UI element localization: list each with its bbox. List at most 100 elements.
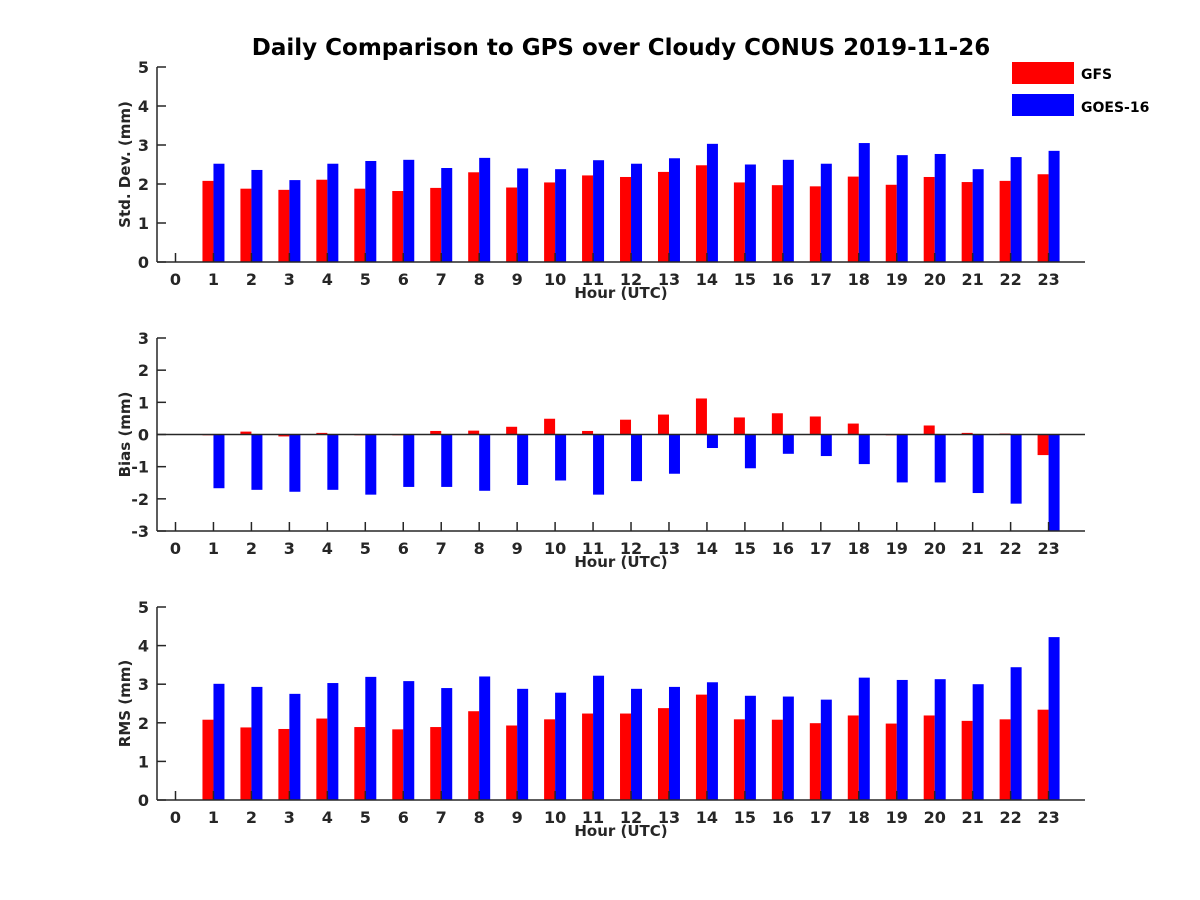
rms-bar-goes16-h5	[365, 676, 377, 800]
bias-ylabel: Bias (mm)	[116, 392, 134, 478]
rms-bar-gfs-h15	[733, 719, 745, 800]
bias-bar-goes16-h6	[403, 434, 415, 487]
rms-bar-gfs-h8	[468, 711, 480, 800]
rms-ytick-label: 0	[138, 791, 149, 810]
rms-bar-gfs-h21	[961, 720, 973, 800]
rms-bar-gfs-h19	[885, 723, 897, 800]
bias-ytick-label: 3	[138, 329, 149, 348]
bias-bar-gfs-h17	[809, 416, 821, 435]
std-dev-ytick-label: 4	[138, 97, 149, 116]
rms-bar-goes16-h7	[441, 688, 453, 800]
rms-bar-gfs-h12	[620, 713, 632, 800]
std-dev-bar-goes16-h19	[896, 155, 908, 262]
rms-bar-gfs-h20	[923, 715, 935, 800]
std-dev-bar-gfs-h12	[620, 176, 632, 262]
bias-xtick-label: 13	[658, 539, 680, 558]
rms-bar-gfs-h1	[202, 719, 214, 800]
std-dev-bar-gfs-h10	[544, 182, 556, 262]
rms-bar-gfs-h9	[506, 725, 518, 800]
bias-bar-goes16-h1	[213, 434, 225, 489]
rms-bar-goes16-h4	[327, 683, 339, 800]
bias-xtick-label: 7	[436, 539, 447, 558]
std-dev-xtick-label: 12	[620, 270, 642, 289]
rms-bar-goes16-h10	[555, 692, 567, 800]
std-dev-bar-gfs-h14	[695, 165, 707, 262]
rms-xtick-label: 12	[620, 808, 642, 827]
legend-swatch-goes16	[1012, 94, 1074, 116]
std-dev-xtick-label: 7	[436, 270, 447, 289]
rms-xtick-label: 20	[924, 808, 946, 827]
bias-xlabel: Hour (UTC)	[574, 553, 667, 571]
rms-ytick-label: 2	[138, 714, 149, 733]
rms-xtick-label: 5	[360, 808, 371, 827]
std-dev-bar-gfs-h9	[506, 187, 518, 262]
bias-xtick-label: 0	[170, 539, 181, 558]
std-dev-bar-gfs-h16	[771, 185, 783, 262]
std-dev-ytick-label: 2	[138, 175, 149, 194]
bias-xtick-label: 15	[734, 539, 756, 558]
rms-xtick-label: 4	[322, 808, 333, 827]
rms-xtick-label: 6	[398, 808, 409, 827]
std-dev-bar-gfs-h20	[923, 176, 935, 262]
rms-ytick-label: 5	[138, 598, 149, 617]
std-dev-bar-gfs-h19	[885, 184, 897, 262]
bias-bar-gfs-h8	[468, 430, 480, 435]
legend-swatch-gfs	[1012, 62, 1074, 84]
bias-bar-goes16-h10	[555, 434, 567, 481]
rms-bar-goes16-h16	[782, 696, 794, 800]
rms-xtick-label: 23	[1037, 808, 1059, 827]
rms-bar-gfs-h10	[544, 719, 556, 800]
bias-bar-gfs-h15	[733, 417, 745, 435]
rms-bar-goes16-h15	[744, 695, 756, 800]
rms-bar-gfs-h13	[657, 708, 669, 800]
bias-xtick-label: 12	[620, 539, 642, 558]
std-dev-xtick-label: 1	[208, 270, 219, 289]
bias-bar-goes16-h11	[593, 434, 605, 495]
std-dev-xtick-label: 6	[398, 270, 409, 289]
rms-bar-gfs-h3	[278, 728, 290, 800]
rms-bar-goes16-h18	[858, 677, 870, 800]
rms-xtick-label: 1	[208, 808, 219, 827]
rms-bar-gfs-h16	[771, 719, 783, 800]
bias-bar-gfs-h23	[1037, 434, 1049, 456]
std-dev-bar-goes16-h2	[251, 169, 263, 262]
bias-bar-gfs-h10	[544, 418, 556, 435]
std-dev-bar-goes16-h6	[403, 159, 415, 262]
std-dev-bar-goes16-h3	[289, 180, 301, 262]
bias-bar-goes16-h3	[289, 434, 301, 492]
std-dev-xtick-label: 23	[1037, 270, 1059, 289]
bias-xtick-label: 19	[886, 539, 908, 558]
rms-xtick-label: 15	[734, 808, 756, 827]
std-dev-bar-gfs-h7	[430, 187, 442, 262]
bias-bar-goes16-h2	[251, 434, 263, 490]
rms-bar-gfs-h7	[430, 727, 442, 800]
rms-bar-gfs-h14	[695, 694, 707, 800]
std-dev-xtick-label: 9	[512, 270, 523, 289]
rms-bar-goes16-h1	[213, 683, 225, 800]
rms-xtick-label: 19	[886, 808, 908, 827]
std-dev-bar-goes16-h18	[858, 143, 870, 262]
std-dev-xtick-label: 16	[772, 270, 794, 289]
rms-xtick-label: 7	[436, 808, 447, 827]
std-dev-bar-goes16-h23	[1048, 150, 1060, 262]
bias-xtick-label: 14	[696, 539, 718, 558]
std-dev-xtick-label: 4	[322, 270, 333, 289]
std-dev-bar-gfs-h4	[316, 179, 328, 262]
rms-bar-goes16-h14	[706, 682, 718, 800]
std-dev-bar-goes16-h12	[631, 163, 643, 262]
rms-bar-gfs-h5	[354, 727, 366, 800]
std-dev-bar-goes16-h15	[744, 164, 756, 262]
rms-bar-goes16-h17	[820, 699, 832, 800]
bias-xtick-label: 23	[1037, 539, 1059, 558]
bias-xtick-label: 17	[810, 539, 832, 558]
rms-bar-goes16-h13	[668, 686, 680, 800]
std-dev-bar-gfs-h22	[999, 180, 1011, 262]
rms-ytick-label: 4	[138, 637, 149, 656]
bias-xtick-label: 9	[512, 539, 523, 558]
bias-bar-gfs-h20	[923, 425, 935, 435]
rms-bar-goes16-h8	[479, 676, 491, 800]
bias-bar-gfs-h16	[771, 413, 783, 435]
std-dev-bar-gfs-h15	[733, 182, 745, 262]
